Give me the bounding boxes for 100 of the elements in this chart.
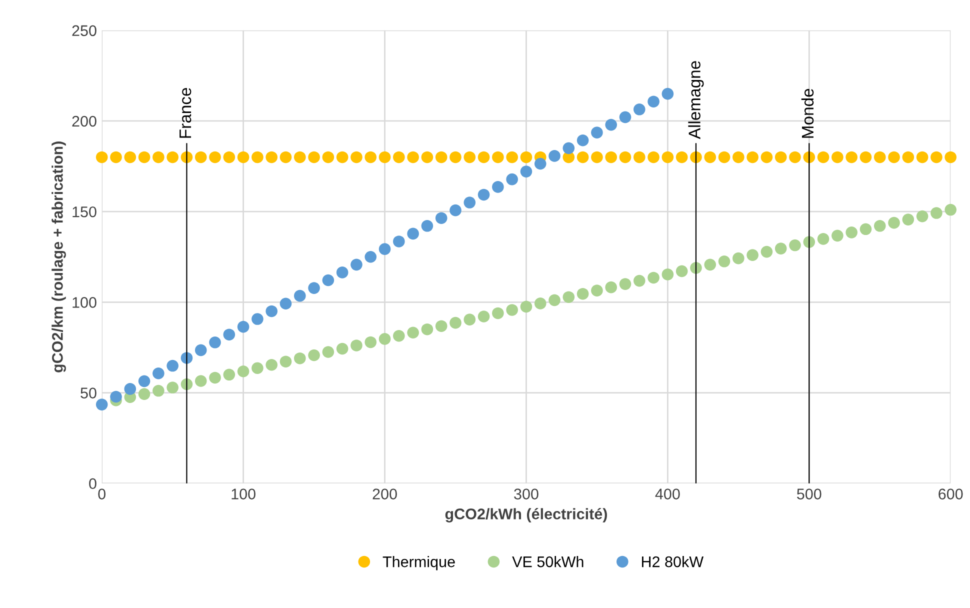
- point: [266, 358, 278, 371]
- point: [760, 246, 773, 258]
- point: [576, 288, 589, 300]
- point: [760, 151, 773, 164]
- point: [662, 268, 674, 280]
- point: [209, 336, 221, 348]
- point: [789, 239, 801, 252]
- point: [605, 118, 618, 131]
- point: [322, 151, 334, 164]
- point: [817, 233, 830, 245]
- point: [110, 151, 122, 164]
- point: [350, 340, 362, 352]
- point: [860, 223, 872, 236]
- point: [266, 151, 278, 164]
- legend-label: H2 80kW: [642, 556, 704, 568]
- point: [732, 151, 744, 164]
- point: [110, 390, 122, 403]
- point: [548, 294, 560, 306]
- point: [676, 151, 688, 164]
- point: [464, 151, 476, 164]
- point: [350, 151, 362, 164]
- x-tick-label: 300: [514, 488, 538, 500]
- point: [166, 382, 178, 394]
- point: [96, 398, 108, 410]
- x-axis-title: gCO2/kWh (électricité): [445, 508, 607, 522]
- y-tick-label: 50: [80, 388, 96, 398]
- point: [322, 274, 334, 286]
- point: [450, 151, 462, 164]
- y-tick-label: 150: [72, 206, 96, 218]
- point: [378, 243, 391, 255]
- point: [464, 314, 476, 326]
- point: [280, 298, 292, 310]
- legend-label: Thermique: [382, 556, 455, 570]
- point: [506, 304, 518, 316]
- point: [846, 226, 858, 238]
- point: [223, 368, 236, 381]
- point: [237, 365, 250, 378]
- point: [704, 151, 716, 164]
- point: [393, 236, 405, 248]
- point: [930, 207, 942, 219]
- point: [435, 151, 448, 164]
- point: [774, 242, 787, 254]
- point: [166, 151, 178, 164]
- point: [336, 342, 348, 355]
- y-tick-label: 200: [72, 116, 96, 127]
- point: [789, 151, 801, 164]
- point: [378, 333, 391, 345]
- y-axis-title: gCO2/km (roulage + fabrication): [52, 142, 66, 372]
- point: [478, 188, 490, 201]
- point: [464, 196, 476, 208]
- point: [676, 265, 688, 278]
- point: [774, 151, 787, 164]
- point: [478, 310, 490, 322]
- point: [944, 151, 957, 164]
- point: [591, 126, 603, 138]
- point: [633, 103, 646, 116]
- point: [393, 330, 405, 342]
- point: [874, 220, 886, 232]
- point: [619, 111, 632, 124]
- point: [209, 151, 221, 164]
- point: [308, 349, 320, 362]
- point: [548, 150, 560, 162]
- point: [336, 151, 348, 164]
- point: [138, 151, 150, 164]
- ref-line-label: Monde: [801, 88, 814, 138]
- point: [152, 384, 164, 397]
- point: [252, 362, 264, 374]
- point: [605, 151, 618, 164]
- y-tick-label: 250: [72, 25, 96, 36]
- point: [421, 323, 434, 336]
- point: [152, 367, 164, 380]
- point: [718, 151, 730, 164]
- point: [450, 204, 462, 216]
- point: [166, 360, 178, 372]
- point: [421, 151, 434, 164]
- point: [562, 142, 575, 154]
- point: [874, 151, 886, 164]
- point: [902, 214, 914, 226]
- x-tick-label: 400: [655, 488, 680, 500]
- point: [576, 151, 589, 164]
- point: [378, 151, 391, 164]
- point: [336, 266, 348, 278]
- point: [648, 96, 660, 108]
- point: [124, 151, 136, 164]
- ref-line-label: France: [180, 88, 192, 138]
- point: [520, 300, 532, 313]
- point: [252, 151, 264, 164]
- point: [194, 375, 207, 387]
- point: [407, 326, 419, 339]
- point: [294, 151, 306, 164]
- point: [209, 372, 221, 384]
- point: [648, 151, 660, 164]
- point: [364, 336, 377, 348]
- point: [704, 258, 716, 271]
- point: [562, 291, 575, 304]
- point: [237, 320, 250, 333]
- point: [280, 151, 292, 164]
- point: [846, 151, 858, 164]
- point: [478, 151, 490, 164]
- point: [944, 204, 957, 216]
